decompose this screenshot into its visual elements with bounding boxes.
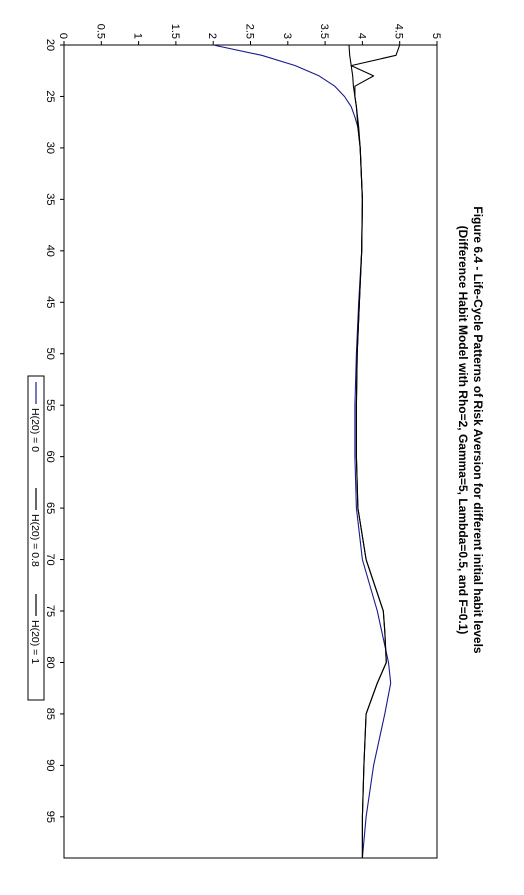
legend-label-3: H(20) = 1: [29, 620, 41, 664]
x-tick-label: 60: [44, 451, 56, 463]
x-tick-label: 30: [44, 142, 56, 154]
x-tick-label: 65: [44, 502, 56, 514]
x-tick-label: 75: [44, 605, 56, 617]
legend: [27, 375, 45, 701]
y-tick-label: 1: [132, 33, 144, 39]
legend-label-1: H(20) = 0: [29, 408, 41, 452]
y-tick-label: 3: [281, 33, 293, 39]
x-tick-label: 95: [44, 811, 56, 823]
series-line-1: [213, 44, 392, 859]
y-tick-label: 4: [355, 33, 367, 39]
x-tick-label: 20: [44, 39, 56, 51]
x-tick-label: 85: [44, 708, 56, 720]
y-tick-label: 2: [206, 33, 218, 39]
y-tick-label: 2.5: [244, 24, 256, 39]
x-tick-label: 55: [44, 399, 56, 411]
y-tick-label: 0.5: [94, 24, 106, 39]
x-tick-label: 25: [44, 90, 56, 102]
chart-title: Figure 6.4 - Life-Cycle Patterns of Risk…: [471, 206, 485, 654]
x-tick-label: 45: [44, 296, 56, 308]
y-tick-label: 4.5: [393, 24, 405, 39]
x-tick-label: 70: [44, 553, 56, 565]
series-line-3: [350, 44, 401, 858]
legend-label-2: H(20) = 0.8: [29, 514, 41, 567]
y-tick-label: 3.5: [318, 24, 330, 39]
x-tick-label: 50: [44, 348, 56, 360]
x-tick-label: 80: [44, 656, 56, 668]
y-tick-label: 1.5: [169, 24, 181, 39]
y-tick-label: 5: [430, 33, 442, 39]
y-tick-label: 0: [57, 33, 69, 39]
chart-subtitle: (Difference Habit Model with Rho=2, Gamm…: [456, 226, 470, 635]
x-tick-label: 35: [44, 193, 56, 205]
x-tick-label: 90: [44, 759, 56, 771]
x-tick-label: 40: [44, 245, 56, 257]
